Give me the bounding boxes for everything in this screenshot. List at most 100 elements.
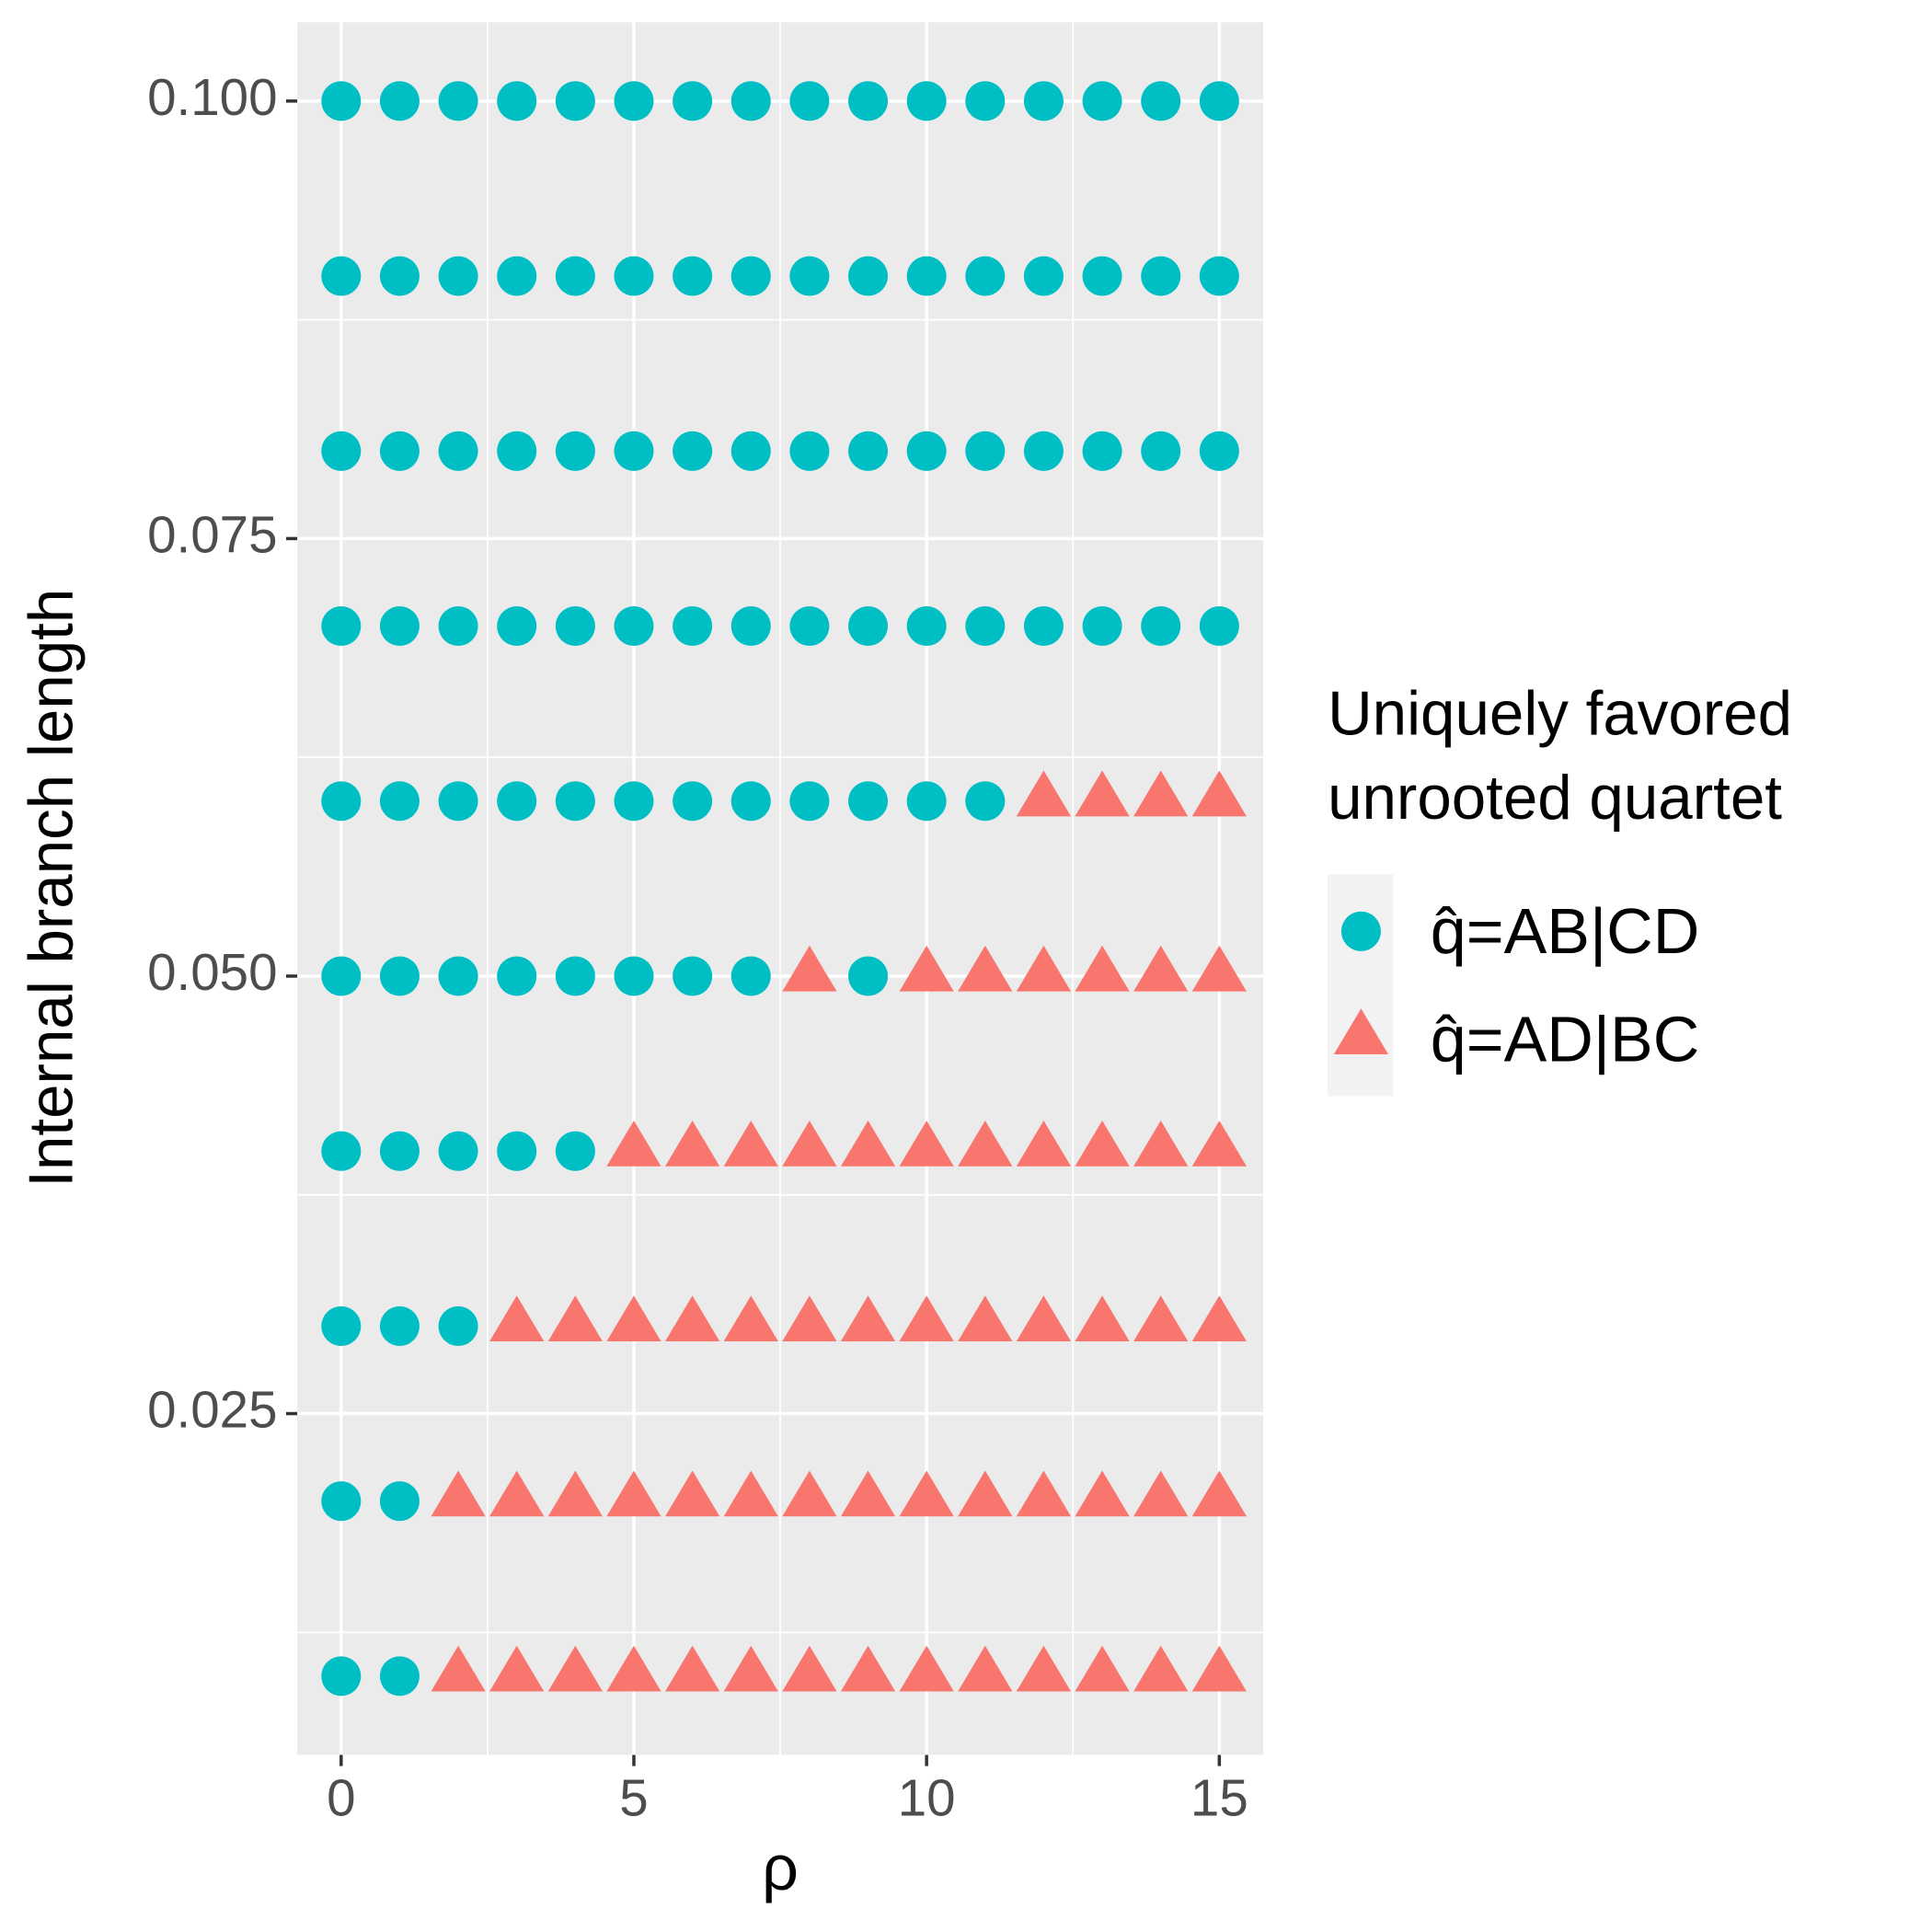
point <box>379 431 420 471</box>
x-tick-label: 5 <box>619 1769 648 1827</box>
point <box>431 1645 486 1692</box>
point <box>1075 770 1130 817</box>
point <box>730 256 771 296</box>
point <box>614 781 654 822</box>
point <box>789 605 830 647</box>
point <box>497 81 537 121</box>
point <box>438 81 478 121</box>
x-tick-label: 15 <box>1190 1769 1248 1827</box>
point <box>906 781 947 822</box>
point <box>379 256 420 296</box>
point <box>958 945 1013 992</box>
point <box>673 605 713 647</box>
point <box>899 1470 954 1517</box>
point <box>1191 1645 1247 1692</box>
point <box>1133 1295 1189 1342</box>
point <box>321 605 362 647</box>
point <box>555 81 595 121</box>
point <box>1191 1121 1247 1167</box>
point <box>899 1295 954 1342</box>
point <box>730 956 771 996</box>
point <box>730 81 771 121</box>
point <box>789 431 830 471</box>
point <box>614 431 654 471</box>
point <box>673 81 713 121</box>
point <box>1199 81 1239 121</box>
point <box>321 1656 362 1696</box>
legend-title: Uniquely favored <box>1328 680 1792 749</box>
point <box>321 1131 362 1171</box>
point <box>555 1131 595 1171</box>
point <box>321 956 362 996</box>
point <box>789 256 830 296</box>
point <box>1082 81 1122 121</box>
legend-label: q̂=AD|BC <box>1431 1003 1699 1075</box>
point <box>847 781 889 822</box>
point <box>614 256 654 296</box>
point <box>379 956 420 996</box>
point <box>614 956 654 996</box>
point <box>782 1295 837 1342</box>
point <box>789 781 830 822</box>
point <box>1023 605 1064 647</box>
point <box>614 605 654 647</box>
point <box>1191 1470 1247 1517</box>
point <box>438 1131 478 1171</box>
point <box>547 1645 603 1692</box>
point <box>438 956 478 996</box>
point <box>1075 1121 1130 1167</box>
point <box>847 431 889 471</box>
point <box>1075 945 1130 992</box>
point <box>489 1645 545 1692</box>
point <box>1199 431 1239 471</box>
point <box>847 256 889 296</box>
point <box>1016 1470 1072 1517</box>
point <box>965 431 1006 471</box>
point <box>547 1470 603 1517</box>
point <box>606 1121 661 1167</box>
point <box>673 956 713 996</box>
point <box>555 605 595 647</box>
y-tick-label: 0.100 <box>147 68 277 126</box>
point <box>899 1645 954 1692</box>
point <box>1016 1121 1072 1167</box>
point <box>1016 1645 1072 1692</box>
point <box>673 431 713 471</box>
points <box>321 81 1247 1696</box>
point <box>1133 945 1189 992</box>
legend-key-background <box>1328 874 1394 1097</box>
point <box>497 1131 537 1171</box>
point <box>379 781 420 822</box>
y-tick-label: 0.075 <box>147 505 277 563</box>
x-axis-title: ρ <box>762 1832 799 1903</box>
point <box>965 781 1006 822</box>
point <box>906 431 947 471</box>
point <box>1133 770 1189 817</box>
point <box>1191 945 1247 992</box>
point <box>723 1645 778 1692</box>
point <box>840 1645 896 1692</box>
point <box>1075 1295 1130 1342</box>
point <box>782 1470 837 1517</box>
point <box>497 781 537 822</box>
point <box>723 1121 778 1167</box>
y-axis-title: Internal branch length <box>17 589 86 1188</box>
point <box>1023 431 1064 471</box>
point <box>782 945 837 992</box>
point <box>438 781 478 822</box>
point <box>782 1121 837 1167</box>
point <box>379 1481 420 1522</box>
point <box>1082 431 1122 471</box>
point <box>899 945 954 992</box>
point <box>1023 81 1064 121</box>
point <box>665 1121 720 1167</box>
point <box>723 1295 778 1342</box>
point <box>606 1470 661 1517</box>
point <box>673 781 713 822</box>
legend-title: unrooted quartet <box>1328 764 1782 833</box>
point <box>840 1470 896 1517</box>
point <box>958 1645 1013 1692</box>
point <box>379 1656 420 1696</box>
point <box>438 431 478 471</box>
